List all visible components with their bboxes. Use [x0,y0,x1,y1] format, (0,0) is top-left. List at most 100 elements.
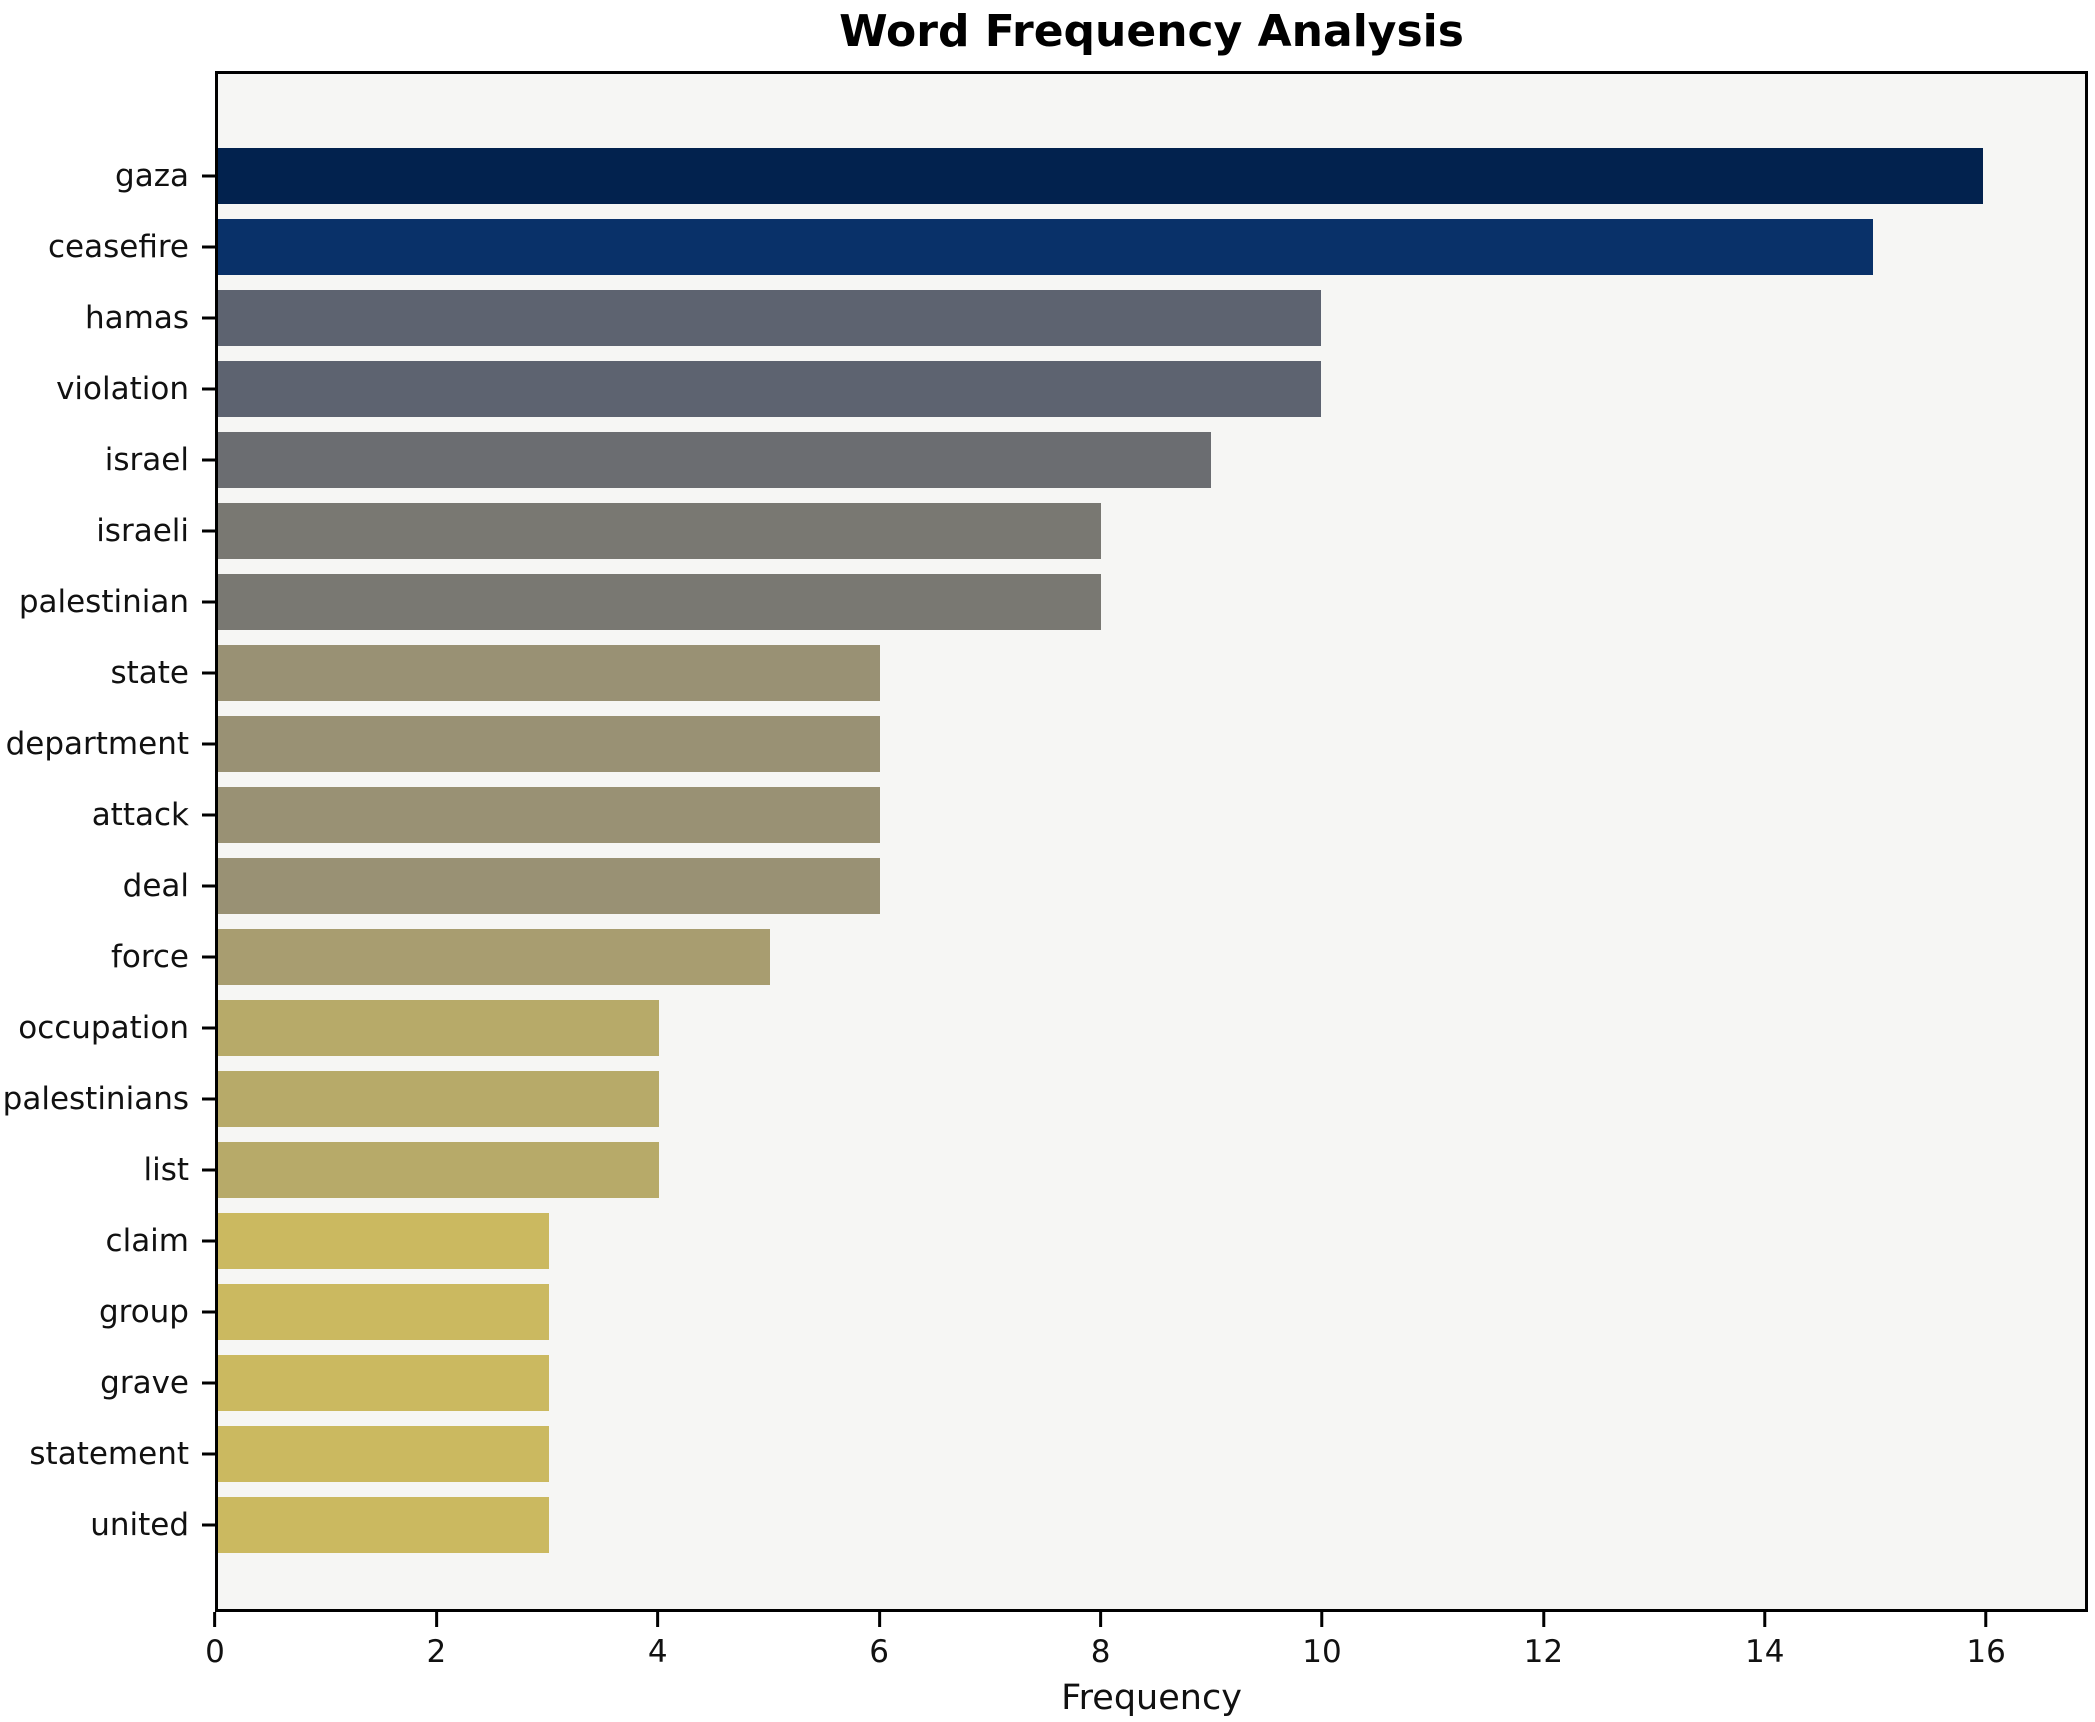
frequency-bar [218,289,1322,346]
frequency-bar [218,147,1984,204]
frequency-bar [218,929,770,986]
y-tick-mark [202,529,215,533]
frequency-bar [218,218,1874,275]
y-category-label: israel [104,441,189,478]
y-tick-mark [202,1026,215,1030]
bar-row: ceasefire [48,211,2085,282]
bar-row: gaza [115,140,2085,211]
frequency-bar [218,1213,550,1270]
y-tick-mark [202,671,215,675]
x-tick: 12 [1524,1612,1563,1670]
y-tick-mark [202,1097,215,1101]
x-tick-label: 6 [869,1634,890,1670]
x-axis-label: Frequency [1061,1678,1242,1718]
x-tick-mark [213,1612,217,1627]
x-tick-mark [656,1612,660,1627]
bar-row: statement [29,1419,2085,1490]
x-tick: 10 [1302,1612,1342,1670]
y-tick-mark [202,316,215,320]
bar-row: group [99,1277,2085,1348]
y-category-label: ceasefire [48,228,189,265]
y-tick-mark [202,1523,215,1527]
frequency-bar [218,857,881,914]
frequency-bar [218,1426,550,1483]
bar-row: state [110,637,2085,708]
bar-rows-container: gaza ceasefire hamas violation israel israeli… [3,74,2085,1609]
x-tick-label: 0 [205,1634,225,1670]
x-tick: 16 [1966,1612,2006,1670]
y-tick-mark [202,884,215,888]
chart-title: Word Frequency Analysis [839,6,1464,57]
y-category-label: group [98,1294,189,1331]
x-axis: 0 2 4 6 8 10 12 14 16 [205,1612,2088,1702]
x-tick-mark [1763,1612,1767,1627]
x-tick-label: 14 [1745,1634,1785,1670]
frequency-bar [218,1497,550,1554]
frequency-bar [218,1142,660,1199]
bar-row: violation [56,353,2085,424]
x-tick-label: 10 [1302,1634,1342,1670]
x-tick-mark [1984,1612,1988,1627]
y-category-label: israeli [96,512,189,549]
y-tick-mark [202,174,215,178]
y-category-label: department [5,725,189,762]
y-category-label: statement [29,1436,189,1473]
bar-row: list [143,1135,2085,1206]
x-tick-mark [434,1612,438,1627]
x-tick-label: 16 [1966,1634,2006,1670]
y-category-label: list [143,1152,189,1189]
y-tick-mark [202,1452,215,1456]
y-tick-mark [202,600,215,604]
frequency-bar [218,1355,550,1412]
y-category-label: palestinians [2,1081,189,1118]
y-category-label: palestinian [18,583,189,620]
frequency-bar [218,786,881,843]
frequency-bar [218,1284,550,1341]
y-tick-mark [202,1381,215,1385]
x-tick-mark [877,1612,881,1627]
x-tick-mark [1320,1612,1324,1627]
y-category-label: claim [105,1223,189,1260]
plot-area: gaza ceasefire hamas violation israel israeli… [3,71,2088,1612]
x-tick: 6 [869,1612,889,1670]
x-tick: 8 [1090,1612,1111,1670]
y-category-label: occupation [18,1010,189,1047]
x-tick-label: 8 [1090,1634,1111,1670]
frequency-bar [218,360,1322,417]
frequency-bar [218,644,881,701]
y-tick-mark [202,1310,215,1314]
y-category-label: attack [91,796,189,833]
x-tick: 0 [205,1612,225,1670]
bar-row: palestinians [3,1064,2085,1135]
bar-row: claim [106,1206,2085,1277]
bar-row: israel [105,424,2085,495]
y-tick-mark [202,387,215,391]
x-tick-label: 2 [426,1634,447,1670]
y-category-label: state [110,654,189,691]
frequency-bar [218,715,881,772]
y-category-label: gaza [115,157,189,194]
y-tick-mark [202,245,215,249]
x-tick-mark [1099,1612,1103,1627]
y-category-label: violation [56,370,189,407]
frequency-bar [218,573,1101,630]
y-tick-mark [202,742,215,746]
bar-row: department [6,708,2085,779]
y-category-label: deal [122,867,189,904]
y-tick-mark [202,1239,215,1243]
y-category-label: hamas [85,299,189,336]
y-category-label: united [90,1507,189,1544]
x-tick-label: 4 [647,1634,668,1670]
bar-row: grave [100,1348,2085,1419]
x-tick-label: 12 [1523,1634,1564,1670]
x-tick: 4 [648,1612,668,1670]
bar-row: occupation [18,993,2085,1064]
frequency-bar [218,431,1212,488]
x-tick: 2 [426,1612,447,1670]
y-tick-mark [202,955,215,959]
bar-row: force [111,922,2085,993]
bar-row: hamas [85,282,2085,353]
y-category-label: grave [100,1365,189,1402]
x-tick-mark [1541,1612,1545,1627]
